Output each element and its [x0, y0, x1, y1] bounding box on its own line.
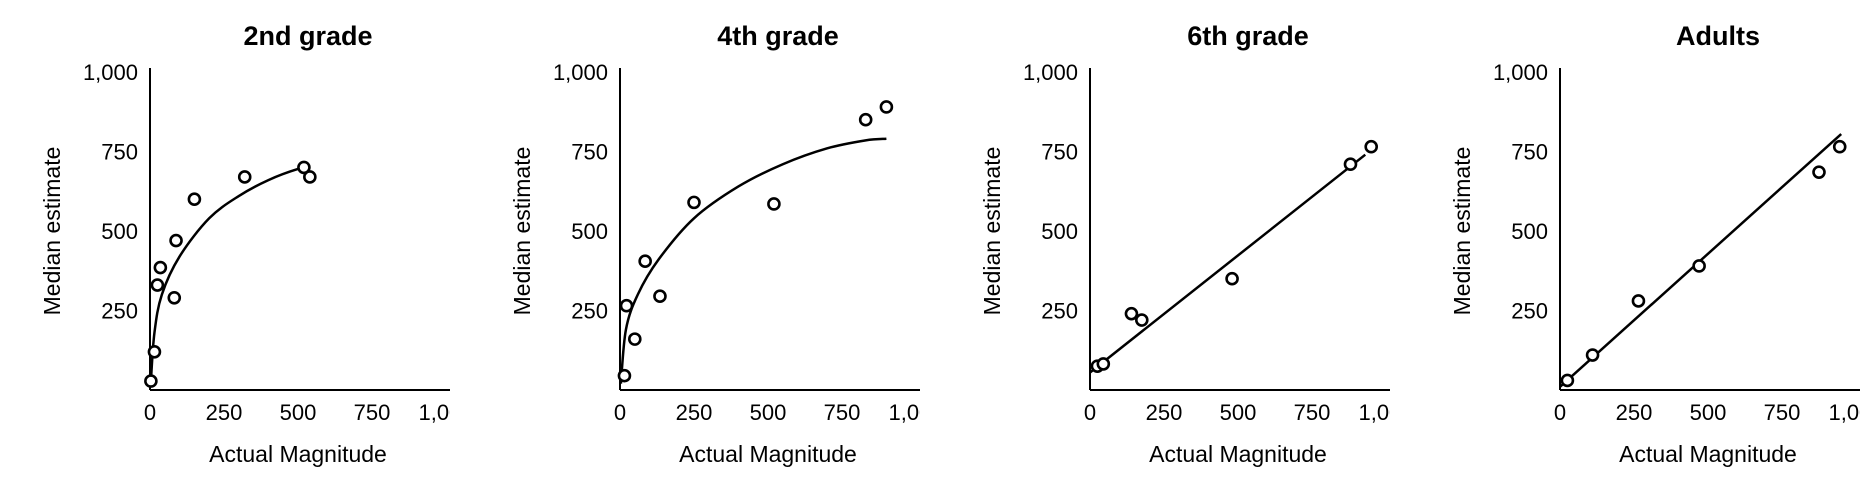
y-tick-label: 500 [571, 219, 608, 244]
x-tick-label: 250 [1146, 400, 1183, 425]
y-tick-label: 250 [1041, 299, 1078, 324]
y-tick-label: 750 [1511, 140, 1548, 165]
x-tick-label: 750 [354, 400, 391, 425]
data-point [150, 278, 165, 292]
y-tick-label: 500 [1511, 219, 1548, 244]
y-tick-label: 250 [571, 299, 608, 324]
x-tick-label: 1,000 [418, 400, 450, 425]
data-point [1124, 306, 1139, 321]
y-axis-label: Median estimate [509, 147, 535, 316]
y-tick-label: 250 [1511, 299, 1548, 324]
chart-panel-2: 4th grade 0 250 500 750 1,000 250 500 750 1,000 Ac… [470, 0, 920, 487]
x-tick-label: 1,000 [1358, 400, 1390, 425]
data-point [1812, 165, 1826, 179]
data-point [1343, 157, 1358, 172]
x-tick-label: 250 [206, 400, 243, 425]
y-tick-label: 750 [571, 140, 608, 165]
x-tick-label: 750 [1764, 400, 1801, 425]
data-point [1832, 139, 1847, 154]
x-tick-label: 750 [1294, 400, 1331, 425]
x-axis-label: Actual Magnitude [209, 441, 387, 467]
chart-title: 6th grade [1187, 21, 1309, 51]
data-point [767, 197, 781, 211]
y-tick-label: 1,000 [1493, 60, 1548, 85]
data-point [169, 233, 183, 248]
data-point [1692, 259, 1706, 273]
x-tick-label: 500 [750, 400, 787, 425]
data-point [1225, 271, 1239, 286]
x-tick-label: 0 [1084, 400, 1096, 425]
x-tick-label: 500 [280, 400, 317, 425]
y-tick-label: 1,000 [553, 60, 608, 85]
data-point [1560, 373, 1575, 388]
x-axis-label: Actual Magnitude [679, 441, 857, 467]
x-tick-label: 1,000 [1828, 400, 1860, 425]
fit-line [619, 137, 887, 384]
data-point [297, 160, 311, 175]
chart-svg: 6th grade 0 250 500 750 1,000 250 500 750 1,000 Ac… [979, 21, 1390, 467]
y-axis-label: Median estimate [1449, 147, 1475, 316]
x-tick-label: 500 [1690, 400, 1727, 425]
data-point [879, 100, 894, 114]
chart-panel-3: 6th grade 0 250 500 750 1,000 250 500 750 1,000 Ac… [940, 0, 1390, 487]
y-tick-label: 1,000 [83, 60, 138, 85]
chart-svg: 4th grade 0 250 500 750 1,000 250 500 750 1,000 Ac… [509, 21, 920, 467]
data-point [617, 368, 632, 383]
chart-title: Adults [1676, 21, 1760, 51]
data-point [147, 345, 162, 359]
x-tick-label: 250 [676, 400, 713, 425]
x-axis-label: Actual Magnitude [1149, 441, 1327, 467]
y-tick-label: 250 [101, 299, 138, 324]
y-tick-label: 500 [1041, 219, 1078, 244]
fit-line [149, 166, 311, 382]
data-point [144, 374, 158, 388]
data-point [858, 112, 873, 127]
data-point [1135, 313, 1149, 327]
chart-title: 4th grade [717, 21, 839, 51]
data-point [1631, 294, 1646, 308]
y-tick-label: 500 [101, 219, 138, 244]
chart-title: 2nd grade [243, 21, 372, 51]
x-tick-label: 750 [824, 400, 861, 425]
data-point [653, 289, 667, 303]
fit-line [1089, 153, 1367, 374]
x-tick-label: 250 [1616, 400, 1653, 425]
chart-panel-1: 2nd grade 0 250 500 750 1,000 250 500 750 1,000 Ac… [0, 0, 450, 487]
y-tick-label: 750 [101, 140, 138, 165]
data-point [167, 290, 182, 305]
x-tick-label: 1,000 [888, 400, 920, 425]
x-axis-label: Actual Magnitude [1619, 441, 1797, 467]
data-point [687, 195, 701, 210]
data-point [153, 260, 168, 275]
data-point [237, 170, 252, 184]
chart-svg: Adults 0 250 500 750 1,000 250 500 750 1,000 Actua… [1449, 21, 1860, 467]
chart-panel-4: Adults 0 250 500 750 1,000 250 500 750 1,000 Actua… [1410, 0, 1860, 487]
data-point [1585, 348, 1600, 362]
y-tick-label: 750 [1041, 140, 1078, 165]
data-point [187, 192, 202, 206]
x-tick-label: 0 [614, 400, 626, 425]
data-point [628, 332, 642, 346]
data-point [1096, 357, 1111, 371]
y-axis-label: Median estimate [979, 147, 1005, 316]
data-point [619, 298, 634, 313]
chart-svg: 2nd grade 0 250 500 750 1,000 250 500 750 1,000 Ac… [39, 21, 450, 467]
x-tick-label: 0 [1554, 400, 1566, 425]
data-point [303, 170, 317, 184]
y-tick-label: 1,000 [1023, 60, 1078, 85]
y-axis-label: Median estimate [39, 147, 65, 316]
x-tick-label: 0 [144, 400, 156, 425]
x-tick-label: 500 [1220, 400, 1257, 425]
data-point [1364, 139, 1379, 154]
data-point [638, 254, 652, 269]
